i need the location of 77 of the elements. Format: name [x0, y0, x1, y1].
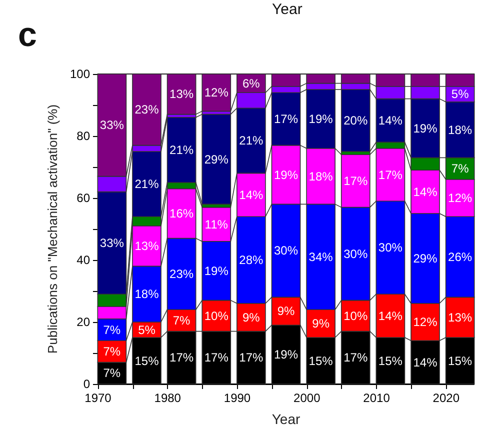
data-label: 28%	[239, 253, 264, 267]
data-label: 26%	[448, 250, 472, 264]
data-label: 19%	[308, 112, 334, 126]
data-label: 14%	[413, 184, 438, 199]
data-label: 14%	[378, 308, 403, 323]
data-label: 5%	[451, 87, 470, 102]
data-label: 30%	[378, 240, 403, 255]
x-axis-title: Year	[272, 411, 300, 427]
data-label: 9%	[242, 310, 260, 324]
data-label: 18%	[448, 122, 472, 137]
data-label: 33%	[100, 118, 124, 132]
data-label: 21%	[170, 142, 194, 157]
data-label: 15%	[308, 354, 334, 368]
data-label: 14%	[378, 114, 403, 128]
data-label: 13%	[134, 239, 160, 254]
data-label: 30%	[344, 246, 368, 261]
data-label: 15%	[448, 354, 472, 368]
data-label: 6%	[242, 76, 260, 90]
data-label: 19%	[413, 121, 438, 136]
data-label: 13%	[170, 87, 194, 102]
x-tick-label: 2000	[294, 391, 321, 405]
data-label: 9%	[312, 316, 330, 331]
data-label: 23%	[170, 266, 194, 281]
text: c	[18, 16, 37, 54]
data-label: 11%	[204, 217, 228, 232]
data-label: 17%	[274, 112, 298, 126]
data-label: 33%	[100, 236, 124, 250]
data-label: 15%	[378, 354, 403, 368]
data-label: 10%	[344, 308, 368, 323]
x-tick-label: 1990	[224, 391, 251, 405]
x-tick-label: 2010	[363, 391, 390, 405]
data-label: 7%	[103, 322, 121, 337]
data-label: 34%	[308, 250, 334, 264]
data-label: 17%	[204, 350, 229, 365]
data-label: 13%	[448, 310, 472, 324]
data-label: 23%	[134, 102, 160, 117]
data-label: 18%	[308, 169, 334, 184]
y-tick-label: 20	[76, 315, 90, 329]
data-label: 20%	[344, 114, 368, 128]
data-label: 14%	[413, 355, 438, 370]
y-tick-label: 60	[76, 191, 90, 205]
data-label: 9%	[277, 304, 295, 318]
data-label: 17%	[344, 350, 368, 365]
data-label: 12%	[448, 191, 472, 205]
data-label: 7%	[103, 366, 121, 380]
y-tick-label: 100	[70, 67, 90, 81]
y-tick-label: 40	[76, 253, 90, 267]
data-label: 7%	[172, 313, 191, 328]
data-label: 12%	[413, 315, 438, 329]
data-label: 17%	[378, 168, 403, 182]
data-label: 7%	[103, 344, 121, 358]
data-label: 29%	[413, 251, 438, 266]
data-label: 29%	[204, 152, 229, 166]
x-tick-label: 2020	[432, 391, 460, 405]
text: Year	[272, 1, 302, 18]
data-label: 10%	[204, 308, 229, 323]
x-tick-label: 1970	[84, 391, 112, 405]
data-label: 15%	[134, 354, 160, 368]
data-label: 7%	[451, 162, 470, 176]
data-label: 21%	[239, 134, 264, 148]
data-label: 19%	[204, 264, 229, 278]
data-label: 12%	[204, 86, 229, 100]
data-label: 17%	[170, 350, 194, 365]
data-label: 30%	[274, 244, 298, 258]
data-label: 17%	[239, 350, 264, 365]
data-label: 18%	[134, 287, 160, 302]
y-axis-title: Publications on "Mechanical activation" (%)	[45, 104, 60, 354]
x-tick-label: 1980	[154, 391, 182, 405]
data-label: 19%	[274, 348, 298, 362]
data-label: 17%	[344, 174, 368, 188]
data-label: 21%	[134, 177, 160, 192]
data-label: 19%	[274, 168, 298, 182]
y-tick-label: 80	[76, 129, 90, 143]
y-tick-label: 0	[83, 377, 90, 391]
data-label: 14%	[239, 188, 264, 202]
data-label: 16%	[170, 206, 194, 220]
data-label: 5%	[138, 322, 156, 337]
